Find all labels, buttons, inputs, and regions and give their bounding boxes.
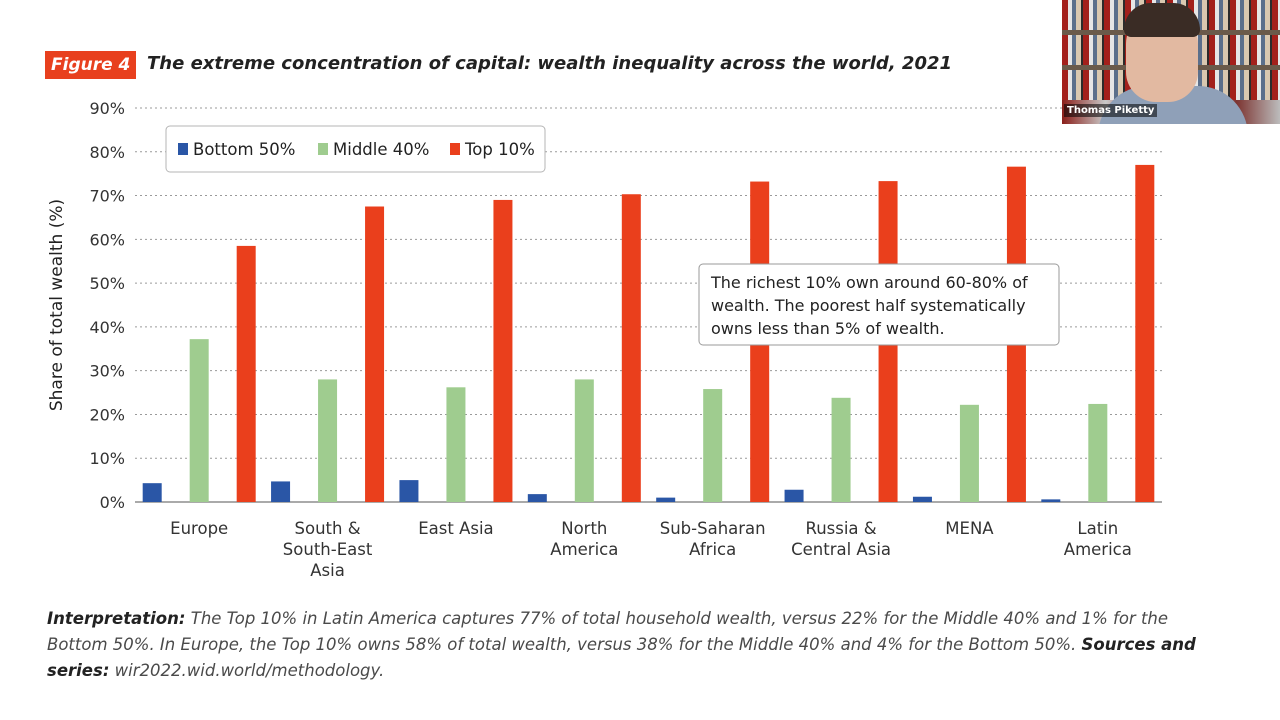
bar-bottom-50- (142, 483, 162, 502)
annotation-text: The richest 10% own around 60-80% of weal… (710, 273, 1028, 338)
speaker-hair (1124, 3, 1200, 37)
bar-top-10- (236, 245, 256, 502)
bar-bottom-50- (784, 489, 804, 502)
legend-swatch (450, 143, 460, 155)
legend-box (165, 125, 546, 173)
interpretation-text: The Top 10% in Latin America captures 77… (47, 609, 1169, 654)
figure-title: The extreme concentration of capital: we… (147, 53, 953, 74)
bar-bottom-50- (912, 496, 932, 502)
legend-label: Top 10% (464, 140, 535, 159)
y-tick-label: 0% (100, 493, 125, 512)
y-tick-label: 60% (89, 230, 125, 249)
interpretation-label: Interpretation: (47, 609, 186, 628)
bar-top-10- (365, 206, 385, 502)
bar-bottom-50- (656, 497, 676, 502)
bar-middle-40- (318, 379, 338, 502)
y-tick-label: 50% (89, 274, 125, 293)
legend-swatch (318, 143, 328, 155)
x-tick-label: Latin America (1064, 519, 1132, 559)
bar-middle-40- (831, 397, 851, 502)
bar-middle-40- (703, 389, 723, 502)
x-tick-label: East Asia (418, 519, 493, 538)
bar-top-10- (1135, 164, 1155, 502)
interpretation-note: Interpretation: The Top 10% in Latin Ame… (47, 606, 1207, 684)
sources-text: wir2022.wid.world/methodology. (109, 661, 385, 680)
legend-swatch (178, 143, 188, 155)
participant-name: Thomas Piketty (1064, 104, 1158, 117)
legend-label: Middle 40% (333, 140, 429, 159)
y-tick-label: 40% (89, 318, 125, 337)
bar-top-10- (493, 199, 513, 502)
y-tick-label: 90% (89, 99, 125, 118)
bar-chart: 0% 10% 20% 30% 40% 50% 60% 70% 80% 90% Share of to… (47, 99, 1162, 580)
bar-middle-40- (959, 404, 979, 502)
bar-middle-40- (446, 387, 466, 502)
bar-middle-40- (574, 379, 594, 502)
bar-bottom-50- (1041, 499, 1061, 502)
bar-bottom-50- (527, 494, 547, 502)
y-tick-label: 10% (89, 449, 125, 468)
annotation-box (698, 263, 1060, 346)
y-tick-label: 20% (89, 405, 125, 424)
webcam-feed: Thomas Piketty (1062, 0, 1280, 124)
bar-bottom-50- (399, 480, 419, 502)
bar-top-10- (621, 194, 641, 502)
bar-bottom-50- (271, 481, 291, 502)
legend-label: Bottom 50% (193, 140, 295, 159)
x-tick-label: MENA (945, 519, 994, 538)
y-tick-label: 70% (89, 187, 125, 206)
y-tick-label: 30% (89, 362, 125, 381)
x-tick-label: Europe (170, 519, 228, 538)
sources-label: Sources and series: (47, 635, 1196, 680)
x-tick-label: Russia & Central Asia (791, 519, 891, 559)
bar-middle-40- (1088, 403, 1108, 502)
bar-middle-40- (189, 339, 209, 502)
figure-badge: Figure 4 (45, 51, 137, 79)
x-tick-label: South & South-East Asia (283, 519, 373, 580)
y-tick-label: 80% (89, 143, 125, 162)
y-axis-label: Share of total wealth (%) (47, 199, 67, 411)
x-tick-label: North America (550, 519, 618, 559)
x-tick-label: Sub-Saharan Africa (660, 519, 766, 559)
